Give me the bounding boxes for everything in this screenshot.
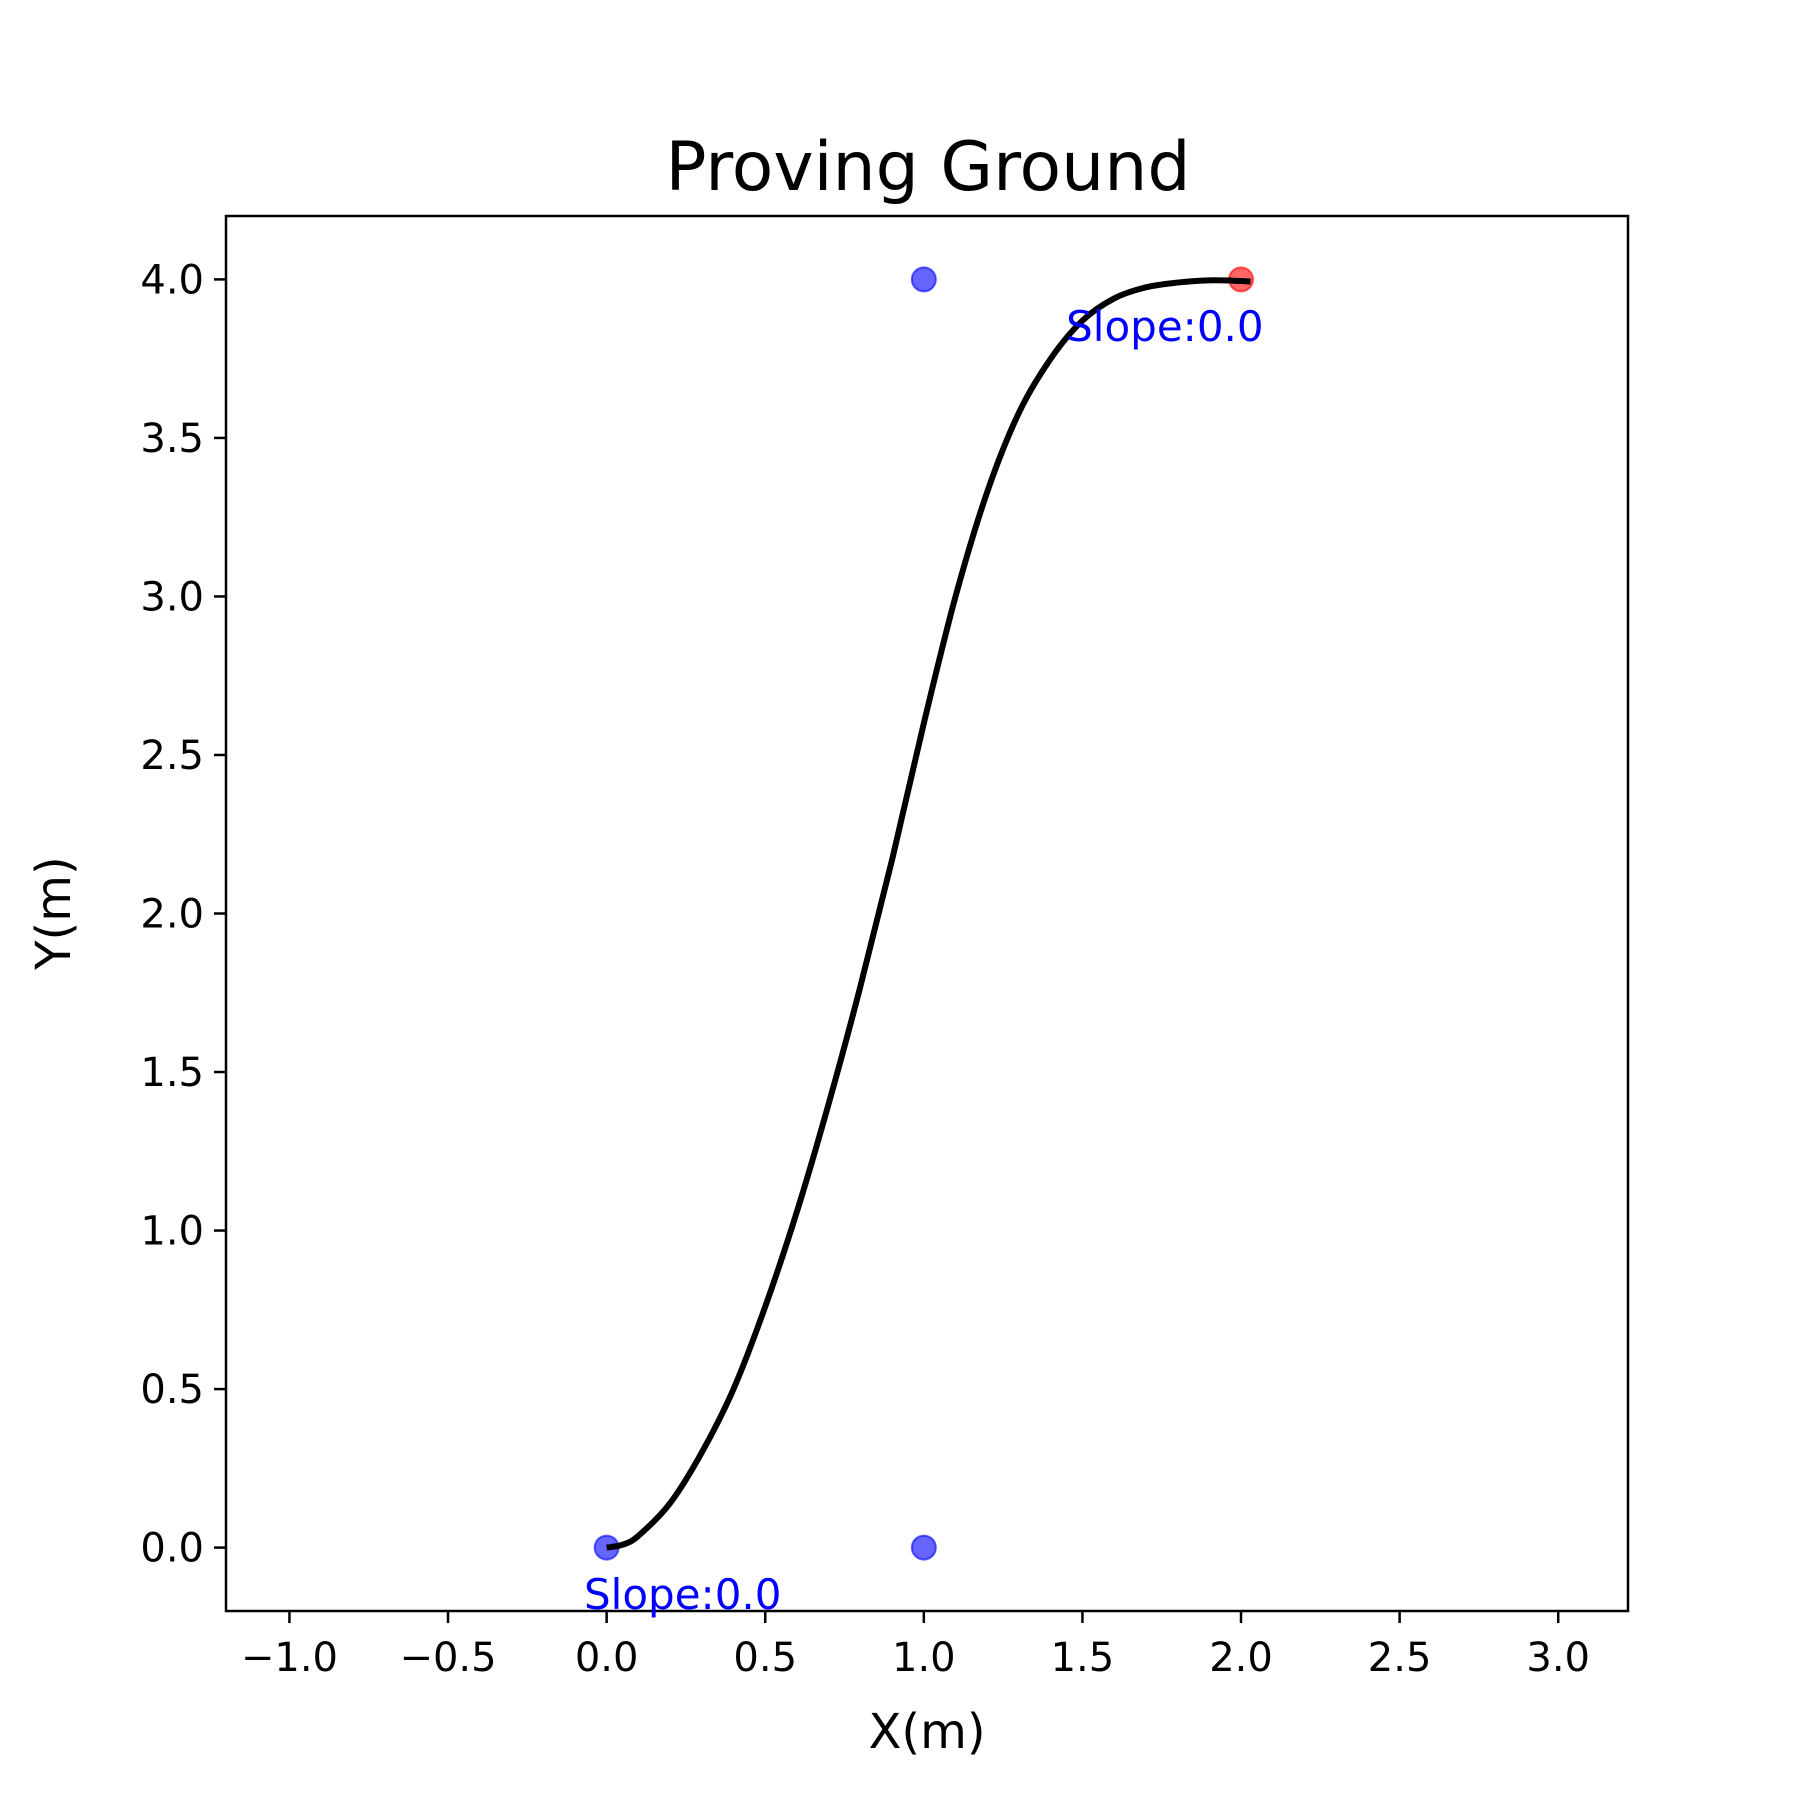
x-tick-label: 1.5 [1051,1635,1115,1681]
x-tick-label: 0.0 [575,1635,639,1681]
x-tick-label: 2.0 [1209,1635,1273,1681]
y-tick-label: 0.5 [140,1367,204,1413]
x-axis: −1.0 −0.5 0.0 0.5 1.0 1.5 2.0 2.5 3.0 [241,1611,1590,1681]
y-tick-label: 0.0 [140,1526,204,1572]
x-tick-label: 2.5 [1368,1635,1432,1681]
slope-annotation: Slope:0.0 [1066,302,1263,351]
x-axis-label: X(m) [868,1704,985,1760]
x-tick-label: 1.0 [892,1635,956,1681]
y-axis: 0.0 0.5 1.0 1.5 2.0 2.5 3.0 3.5 4.0 [140,257,226,1572]
plot-area [593,266,1255,1561]
x-tick-label: 0.5 [733,1635,797,1681]
annotations: Slope:0.0 Slope:0.0 [584,302,1264,1619]
y-tick-label: 1.5 [140,1050,204,1096]
x-tick-label: 3.0 [1526,1635,1590,1681]
slope-annotation: Slope:0.0 [584,1570,781,1619]
y-tick-label: 2.0 [140,892,204,938]
chart-title: Proving Ground [665,128,1190,207]
control-point-marker [910,266,937,293]
y-tick-label: 3.0 [140,574,204,620]
path-curve [606,277,1251,1551]
y-tick-label: 1.0 [140,1209,204,1255]
y-tick-label: 2.5 [140,733,204,779]
y-tick-label: 4.0 [140,257,204,303]
x-tick-label: −0.5 [399,1635,496,1681]
y-tick-label: 3.5 [140,416,204,462]
y-axis-label: Y(m) [26,856,82,971]
control-point-marker [910,1534,937,1561]
x-tick-label: −1.0 [241,1635,338,1681]
